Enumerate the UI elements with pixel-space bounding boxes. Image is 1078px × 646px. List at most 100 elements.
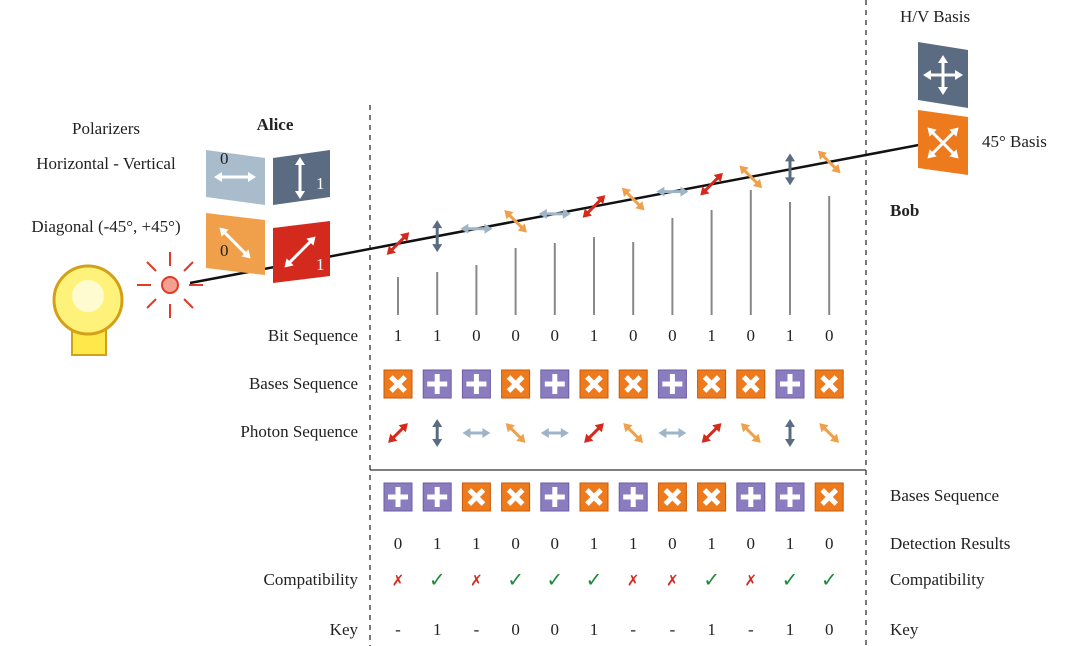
basis-symbol	[741, 375, 760, 393]
arrow-head	[516, 433, 526, 443]
arrow-head	[829, 433, 840, 443]
bob-label: Bob	[890, 201, 919, 220]
beam-photon	[432, 220, 443, 253]
photon	[462, 428, 491, 438]
bar	[702, 375, 721, 393]
arrow-head	[785, 439, 795, 447]
row-label: Bit Sequence	[268, 326, 358, 345]
row-label: Bases Sequence	[890, 486, 999, 505]
bob-basis	[461, 482, 491, 512]
row-label: Detection Results	[890, 534, 1010, 553]
polarizer-arrow	[284, 236, 316, 268]
key-bit: -	[670, 620, 676, 639]
bar	[741, 375, 760, 393]
bit: 0	[511, 326, 520, 345]
basis-symbol	[702, 488, 721, 506]
photon	[505, 423, 526, 443]
alice-basis	[736, 369, 766, 399]
basis-symbol	[427, 374, 448, 394]
photon	[540, 428, 569, 438]
polarizer-arrow	[219, 227, 251, 259]
row-label: Compatibility	[264, 570, 359, 589]
bit: 0	[668, 326, 677, 345]
arrow-shaft	[820, 153, 839, 171]
arrow-shaft	[585, 197, 603, 216]
arrow-head	[219, 227, 229, 237]
beam-photon	[785, 153, 795, 186]
bob-basis	[422, 482, 452, 512]
beam-photon	[386, 232, 410, 255]
arrow-head	[388, 433, 398, 443]
arrow-shaft	[506, 212, 525, 231]
compatibility: ✓	[546, 568, 563, 592]
bar	[467, 488, 486, 506]
arrow-head	[700, 186, 710, 196]
alice-basis	[618, 369, 648, 399]
bar	[473, 374, 479, 394]
alice-basis	[540, 369, 570, 399]
arrow-head	[712, 423, 722, 433]
alice-basis	[579, 369, 609, 399]
row-label: Key	[330, 620, 359, 639]
bit: 1	[590, 326, 599, 345]
bar	[585, 488, 603, 506]
compatibility: ✓	[507, 568, 524, 592]
polarizer-arrow	[295, 157, 305, 199]
polarizer-digit: 1	[316, 255, 325, 274]
key-bit: 0	[825, 620, 834, 639]
arrow-head	[923, 70, 931, 80]
arrow-head	[398, 423, 408, 433]
arrow-head	[584, 433, 594, 443]
arrow-head	[462, 428, 471, 438]
arrow-head	[739, 165, 749, 175]
arrow-head	[295, 157, 305, 165]
photon	[701, 423, 722, 443]
compatibility: ✓	[782, 568, 799, 592]
bob-basis	[618, 482, 648, 512]
detection: 1	[629, 534, 638, 553]
bar	[585, 375, 603, 393]
beam-photon	[621, 187, 645, 211]
photon	[584, 423, 604, 443]
arrow-shaft	[741, 167, 760, 186]
compatibility: ✗	[745, 572, 758, 590]
basis-symbol	[544, 374, 565, 394]
photon	[658, 428, 687, 438]
key-bit: 1	[707, 620, 716, 639]
arrow-head	[623, 423, 633, 433]
arrow-head	[560, 428, 569, 438]
arrow-head	[214, 172, 222, 182]
row-label: Key	[890, 620, 919, 639]
arrow-head	[484, 223, 493, 234]
arrow-head	[594, 423, 604, 433]
bit: 0	[825, 326, 834, 345]
photon	[785, 419, 795, 447]
compatibility: ✗	[627, 572, 640, 590]
basis-symbol	[662, 374, 683, 394]
bob-basis	[501, 482, 531, 512]
bar	[434, 487, 440, 507]
arrow-head	[740, 423, 751, 433]
row-label: Compatibility	[890, 570, 985, 589]
key-bit: -	[395, 620, 401, 639]
bar	[552, 487, 558, 507]
arrow-head	[949, 149, 959, 159]
emitter	[137, 252, 203, 318]
arrow-head	[582, 208, 592, 218]
arrow-shaft	[389, 234, 407, 253]
arrow-head	[538, 208, 547, 219]
arrow-head	[751, 433, 761, 443]
alice-basis	[422, 369, 452, 399]
beam-photon	[739, 165, 763, 189]
photon	[623, 423, 644, 443]
key-bit: -	[748, 620, 754, 639]
bar	[748, 487, 754, 507]
compatibility: ✗	[392, 572, 405, 590]
basis-symbol	[820, 488, 839, 506]
arrow-head	[785, 177, 795, 186]
alice-basis	[501, 369, 531, 399]
photon	[432, 419, 443, 447]
arrow-head	[927, 127, 937, 137]
alice-basis	[461, 369, 491, 399]
bit: 1	[394, 326, 403, 345]
